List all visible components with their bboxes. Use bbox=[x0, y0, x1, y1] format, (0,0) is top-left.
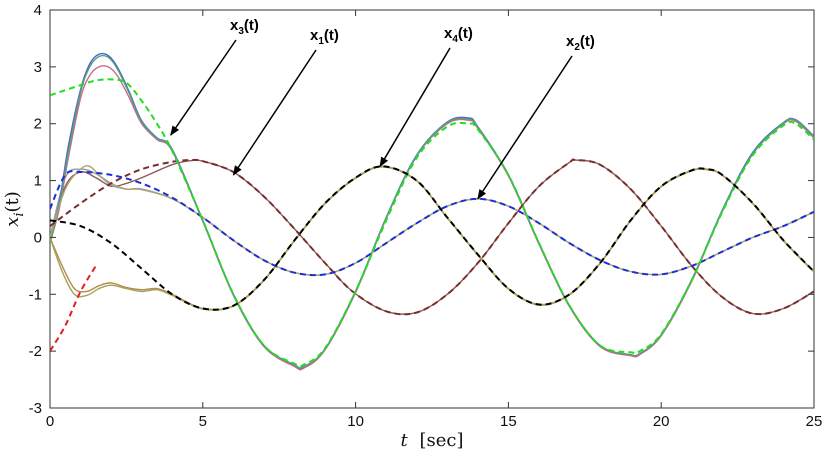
x-axis-label: t [sec] bbox=[401, 430, 464, 451]
y-tick-label: 3 bbox=[34, 59, 42, 76]
y-axis-label: xi(t) ^ bbox=[0, 191, 27, 230]
annotation-arrow bbox=[477, 55, 573, 200]
series-layer bbox=[50, 52, 814, 371]
annotation-label: x2(t) bbox=[566, 33, 595, 53]
x-tick-label: 10 bbox=[347, 413, 364, 430]
series-line-x3_ref bbox=[50, 78, 814, 368]
annotation-arrow bbox=[379, 47, 451, 168]
axis-ticks: 0 5 10 15 20 25 -3 -2 -1 0 1 2 3 4 bbox=[29, 2, 823, 430]
annotation-label: x4(t) bbox=[444, 25, 473, 45]
y-axis-label-subscript: i bbox=[12, 212, 27, 216]
x-axis-label-var: t bbox=[401, 430, 409, 451]
svg-text:xi(t): xi(t) bbox=[2, 191, 27, 227]
annotation-arrow bbox=[170, 39, 237, 136]
x-tick-label: 5 bbox=[199, 413, 207, 430]
series-line-x1_ref bbox=[50, 158, 814, 316]
x-tick-label: 0 bbox=[46, 413, 54, 430]
y-axis-label-var: x bbox=[2, 217, 23, 227]
annotation-arrow bbox=[232, 49, 317, 176]
y-tick-label: 1 bbox=[34, 173, 42, 190]
y-tick-label: -2 bbox=[29, 343, 42, 360]
x-tick-label: 25 bbox=[806, 413, 823, 430]
series-line-x4_ref bbox=[50, 165, 814, 311]
y-axis-label-arg: (t) bbox=[2, 191, 23, 212]
annotations: x3(t) x1(t) x4(t) x2(t) bbox=[170, 17, 595, 200]
y-tick-label: 2 bbox=[34, 116, 42, 133]
plot-area bbox=[49, 9, 815, 409]
y-tick-label: -3 bbox=[29, 400, 42, 417]
x-axis-label-unit: [sec] bbox=[419, 430, 463, 451]
y-tick-label: -1 bbox=[29, 286, 42, 303]
y-axis-label-hat: ^ bbox=[0, 215, 11, 230]
x-tick-label: 15 bbox=[500, 413, 517, 430]
y-tick-label: 4 bbox=[34, 2, 42, 19]
series-line-x1_dash_red bbox=[50, 265, 97, 352]
y-tick-label: 0 bbox=[34, 229, 42, 246]
series-line-x2_ref bbox=[50, 170, 814, 277]
x-tick-label: 20 bbox=[653, 413, 670, 430]
annotation-label: x3(t) bbox=[230, 17, 259, 37]
annotation-label: x1(t) bbox=[310, 27, 339, 47]
